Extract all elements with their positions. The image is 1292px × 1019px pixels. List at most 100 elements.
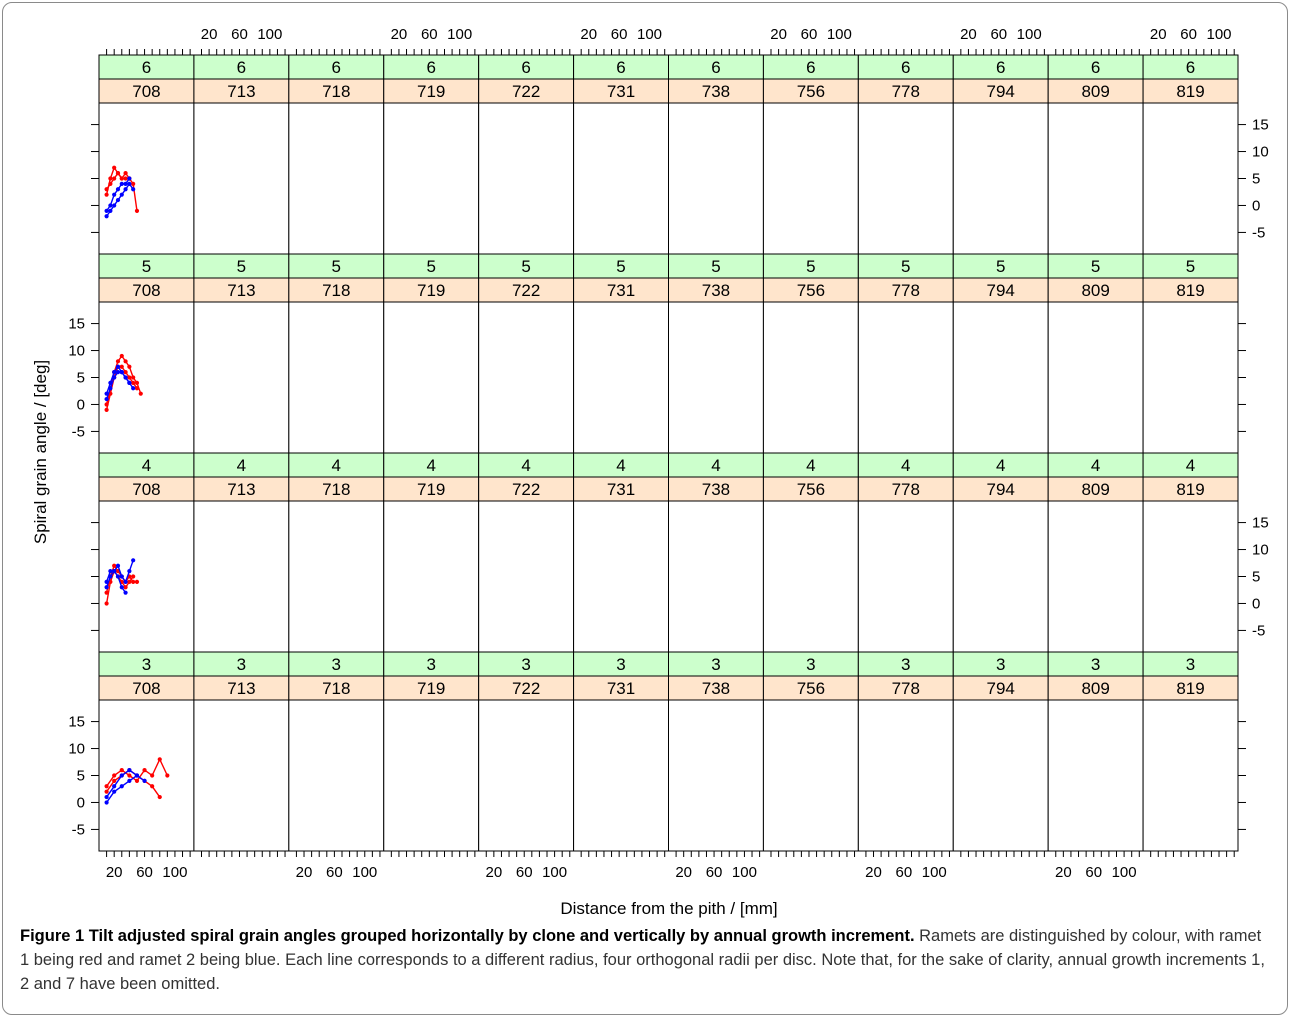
clone-strip (98, 277, 195, 303)
clone-strip-label: 718 (322, 679, 350, 698)
y-tick-label-left: 5 (77, 768, 85, 785)
x-axis-label: Distance from the pith / [mm] (560, 899, 777, 918)
panel-plot-area (857, 301, 954, 454)
data-point (134, 773, 140, 778)
top-tick-label: 100 (827, 26, 852, 43)
y-tick-label-right: 0 (1252, 595, 1260, 612)
increment-strip-label: 4 (142, 456, 151, 475)
top-tick-label: 20 (1150, 26, 1167, 43)
data-point (127, 380, 132, 385)
top-tick-label: 60 (990, 26, 1007, 43)
data-point (104, 391, 109, 396)
bottom-tick-label: 60 (326, 864, 343, 881)
clone-strip-label: 756 (797, 82, 825, 101)
data-point (131, 579, 136, 584)
data-point (127, 579, 132, 584)
data-point (127, 773, 132, 778)
data-point (131, 181, 136, 186)
data-point (112, 784, 117, 789)
y-tick-label-right: -5 (1252, 622, 1265, 639)
clone-strip-label: 756 (797, 281, 825, 300)
increment-strip-label: 6 (237, 58, 246, 77)
increment-strip-label: 3 (1091, 655, 1100, 674)
data-point (104, 579, 109, 584)
data-point (119, 353, 124, 359)
data-point (127, 364, 132, 369)
panel-plot-area (762, 699, 859, 852)
data-point (112, 778, 117, 783)
increment-strip-label: 4 (332, 456, 341, 475)
data-point (134, 208, 140, 213)
bottom-tick-label: 100 (542, 864, 567, 881)
increment-strip (668, 253, 764, 279)
panel-plot-area (952, 102, 1049, 255)
y-tick-label-left: 15 (68, 316, 85, 333)
panel-plot-area (952, 500, 1049, 653)
data-point (119, 176, 124, 181)
increment-strip-label: 3 (237, 655, 246, 674)
panel-plot-area (762, 301, 859, 454)
increment-strip (288, 54, 385, 80)
clone-strip (1142, 675, 1239, 701)
data-point (112, 203, 117, 208)
bottom-tick-label: 20 (675, 864, 692, 881)
panel-plot-area (288, 699, 385, 852)
y-tick-label-right: -5 (1252, 224, 1265, 241)
data-point (115, 370, 121, 375)
data-point (123, 590, 128, 595)
clone-strip-label: 809 (1081, 480, 1109, 499)
data-point (104, 407, 109, 412)
clone-strip-label: 756 (797, 480, 825, 499)
data-point (131, 187, 136, 192)
increment-strip (952, 452, 1049, 478)
panel-plot-area (573, 699, 669, 852)
clone-strip (857, 675, 954, 701)
increment-strip-label: 4 (426, 456, 435, 475)
clone-strip-label: 778 (892, 82, 920, 101)
increment-strip (762, 651, 859, 677)
increment-strip (1047, 452, 1144, 478)
bottom-tick-label: 20 (1055, 864, 1072, 881)
data-point (115, 563, 121, 568)
clone-strip (478, 78, 575, 104)
data-point (112, 192, 117, 197)
increment-strip-label: 3 (616, 655, 625, 674)
clone-strip (288, 675, 385, 701)
increment-strip-label: 5 (521, 257, 530, 276)
clone-strip-label: 756 (797, 679, 825, 698)
data-point (131, 375, 136, 380)
caption-label: Figure 1 Tilt adjusted spiral grain angl… (20, 927, 915, 945)
top-tick-label: 100 (1207, 26, 1232, 43)
panel-plot-area (1142, 301, 1239, 454)
bottom-tick-label: 20 (106, 864, 123, 881)
increment-strip-label: 5 (901, 257, 910, 276)
panel-plot-area (1047, 102, 1144, 255)
bottom-tick-label: 20 (486, 864, 503, 881)
data-point (119, 768, 124, 773)
data-point (119, 574, 124, 579)
clone-strip (193, 675, 290, 701)
y-tick-label-left: -5 (72, 821, 85, 838)
clone-strip-label: 722 (512, 82, 540, 101)
panel-plot-area (383, 102, 480, 255)
panel-plot-area (762, 500, 859, 653)
panel-plot-area (668, 699, 764, 852)
clone-strip-label: 713 (227, 82, 255, 101)
clone-strip-label: 778 (892, 281, 920, 300)
increment-strip-label: 4 (616, 456, 625, 475)
clone-strip (573, 675, 669, 701)
data-point (115, 197, 121, 203)
increment-strip-label: 6 (1091, 58, 1100, 77)
data-point (119, 370, 124, 375)
data-point (127, 569, 132, 574)
data-point (123, 171, 128, 176)
increment-strip-label: 3 (806, 655, 815, 674)
data-point (123, 176, 128, 181)
data-point (108, 176, 113, 181)
data-point (119, 364, 124, 369)
increment-strip-label: 5 (332, 257, 341, 276)
clone-strip (193, 78, 290, 104)
increment-strip-label: 6 (426, 58, 435, 77)
data-point (104, 208, 109, 213)
